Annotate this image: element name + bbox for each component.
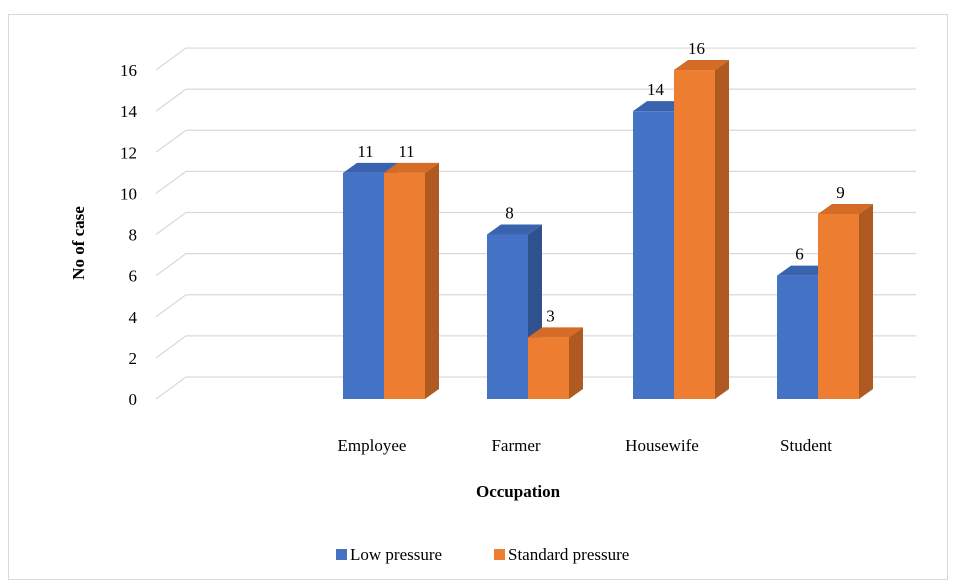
bar-top [818,203,873,214]
bar [487,224,542,399]
legend-item: Low pressure [336,545,442,564]
bar-front [487,234,528,399]
bar-top [384,162,439,173]
bar-top [487,224,542,235]
gridline-diagonal [155,88,187,112]
legend-item: Standard pressure [494,545,629,564]
data-label: 3 [546,306,555,325]
gridline-diagonal [155,47,187,71]
bar-side [425,162,439,399]
bar [528,327,583,399]
y-tick-label: 2 [129,349,138,368]
category-labels: Employee Farmer Housewife Student [338,436,833,455]
category-label: Student [780,436,832,455]
data-label: 14 [647,80,665,99]
gridline-diagonal [155,170,187,194]
bar [384,162,439,399]
y-tick-label: 16 [120,61,137,80]
bar-front [343,172,384,399]
y-tick-label: 14 [120,102,138,121]
data-labels: 11 11 8 3 14 16 6 9 [357,39,844,325]
bar-front [674,70,715,399]
bar-front [384,172,425,399]
legend: Low pressure Standard pressure [336,545,629,564]
bar-side [569,327,583,399]
x-axis-title: Occupation [476,482,561,501]
y-tick-label: 8 [129,226,138,245]
data-label: 6 [795,245,804,264]
bars [343,60,873,399]
gridline-diagonal [155,212,187,236]
bar-front [528,337,569,399]
legend-label: Low pressure [350,545,442,564]
bar-side [715,60,729,399]
bar-top [674,60,729,71]
y-tick-label: 0 [129,390,138,409]
bar-front [818,213,859,399]
category-label: Employee [338,436,407,455]
data-label: 8 [505,204,514,223]
data-label: 16 [688,39,705,58]
bar-front [633,111,674,399]
y-axis-title: No of case [69,206,88,280]
y-tick-label: 4 [129,308,138,327]
y-tick-label: 12 [120,143,137,162]
bar-top [528,327,583,338]
data-label: 11 [357,142,373,161]
gridline-diagonal [155,253,187,277]
data-label: 9 [836,183,845,202]
gridline-diagonal [155,335,187,359]
y-tick-label: 10 [120,184,137,203]
category-label: Housewife [625,436,699,455]
gridline-diagonal [155,376,187,400]
bar-side [859,203,873,399]
data-label: 11 [398,142,414,161]
legend-label: Standard pressure [508,545,629,564]
gridline-diagonal [155,294,187,318]
bar-front [777,275,818,399]
legend-swatch [336,549,347,560]
legend-swatch [494,549,505,560]
bar [674,60,729,399]
y-axis-ticks: 0 2 4 6 8 10 12 14 16 [120,61,138,409]
gridline-diagonal [155,129,187,153]
bar-top [343,162,398,173]
category-label: Farmer [491,436,540,455]
bar [818,203,873,399]
y-tick-label: 6 [129,267,138,286]
